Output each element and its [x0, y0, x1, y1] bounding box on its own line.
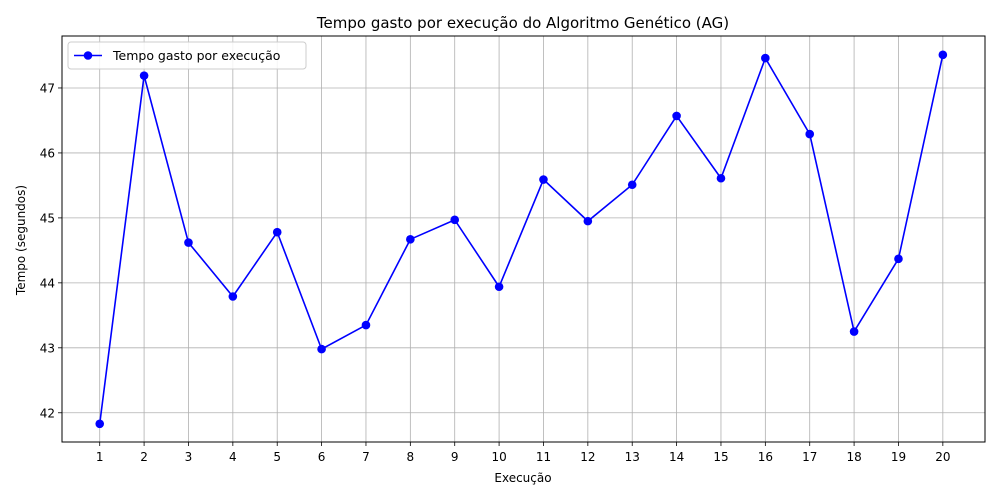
x-tick-label: 2 — [140, 450, 148, 464]
legend-box — [67, 41, 307, 70]
x-tick-label: 11 — [536, 450, 551, 464]
data-point — [539, 175, 548, 184]
x-tick-label: 5 — [273, 450, 281, 464]
legend-entry-label: Tempo gasto por execução — [112, 48, 280, 63]
data-point — [272, 227, 282, 237]
data-point — [450, 215, 460, 225]
data-point — [406, 235, 415, 244]
x-tick-label: 9 — [451, 450, 459, 464]
data-point — [805, 129, 815, 139]
y-tick-label: 44 — [40, 276, 55, 290]
y-tick-label: 47 — [40, 81, 55, 95]
y-tick-label: 46 — [40, 146, 55, 160]
data-point — [627, 180, 637, 190]
x-tick-label: 14 — [669, 450, 684, 464]
series-line — [98, 54, 944, 424]
y-axis-ticks: 42 43 44 45 46 47 — [40, 81, 62, 420]
data-point — [361, 320, 371, 330]
x-tick-label: 15 — [713, 450, 728, 464]
data-point — [317, 344, 326, 354]
data-point — [95, 419, 105, 429]
x-tick-label: 17 — [802, 450, 817, 464]
x-tick-label: 6 — [318, 450, 326, 464]
data-point — [894, 254, 903, 264]
x-tick-label: 19 — [891, 450, 906, 464]
x-tick-label: 1 — [96, 450, 104, 464]
series-layer — [95, 50, 948, 429]
data-point — [583, 216, 593, 226]
x-tick-label: 4 — [229, 450, 237, 464]
x-axis-label: Execução — [494, 471, 551, 485]
x-tick-label: 8 — [407, 450, 415, 464]
y-tick-label: 43 — [40, 341, 55, 355]
data-point — [716, 173, 726, 183]
x-tick-label: 20 — [935, 450, 950, 464]
data-point — [938, 50, 948, 60]
x-tick-label: 10 — [491, 450, 506, 464]
y-tick-label: 45 — [40, 211, 55, 225]
legend-marker-swatch — [83, 51, 93, 60]
chart-title: Tempo gasto por execução do Algoritmo Ge… — [316, 14, 729, 32]
x-tick-label: 3 — [185, 450, 193, 464]
y-tick-label: 42 — [40, 406, 55, 420]
data-point — [849, 327, 859, 336]
data-point — [184, 238, 193, 247]
x-tick-label: 13 — [625, 450, 640, 464]
data-point — [672, 111, 681, 121]
y-axis-label: Tempo (segundos) — [14, 185, 28, 296]
x-axis-ticks: 1 2 3 4 5 6 7 8 9 10 11 12 13 14 15 16 17 18 19 20 — [96, 442, 950, 464]
data-point — [228, 292, 238, 301]
data-point — [494, 282, 504, 292]
data-point — [761, 53, 770, 63]
x-tick-label: 18 — [846, 450, 861, 464]
data-point — [139, 71, 149, 80]
legend: Tempo gasto por execução — [67, 41, 307, 70]
x-tick-label: 16 — [758, 450, 773, 464]
plot-area-frame — [61, 35, 986, 443]
grid — [62, 36, 985, 442]
x-tick-label: 7 — [362, 450, 370, 464]
x-tick-label: 12 — [580, 450, 595, 464]
